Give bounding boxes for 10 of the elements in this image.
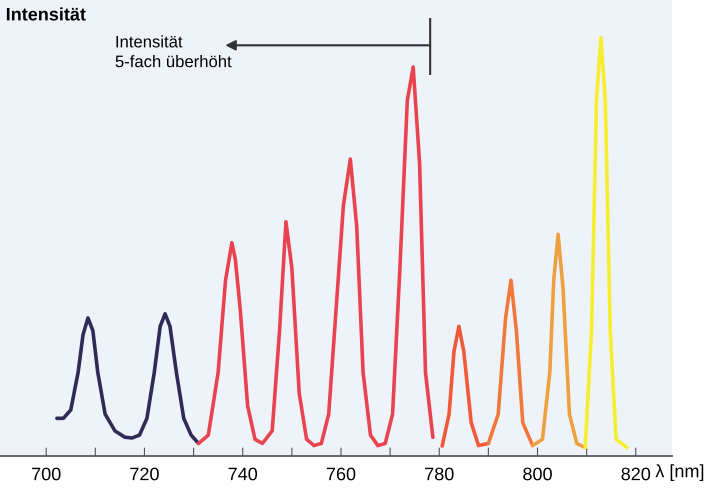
x-tick-label: 720 <box>130 468 159 480</box>
x-tick-label: 820 <box>621 468 650 480</box>
annotation: Intensität 5-fach überhöht <box>116 35 232 68</box>
x-tick-label: 760 <box>326 468 356 480</box>
x-tick-label: 800 <box>523 468 552 480</box>
x-axis-title: λ [nm] <box>655 464 704 482</box>
x-tick-label: 780 <box>425 468 454 480</box>
x-tick-label: 740 <box>228 468 258 480</box>
x-tick-label: 700 <box>32 468 61 480</box>
y-axis-title: Intensität <box>6 7 86 21</box>
